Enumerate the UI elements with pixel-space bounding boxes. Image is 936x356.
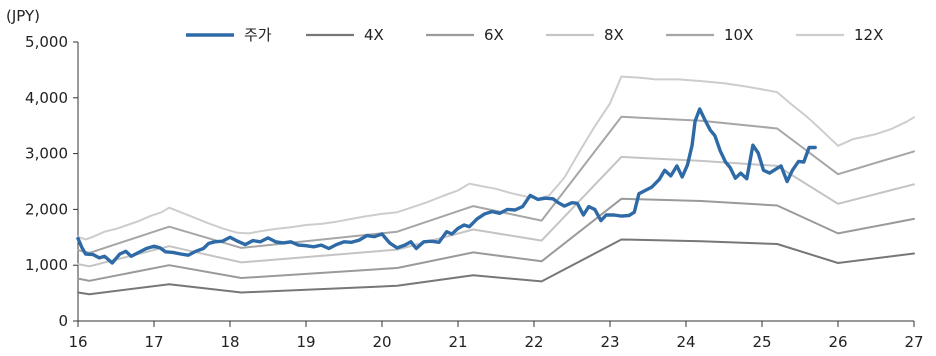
series-line-10x: [77, 115, 915, 254]
legend-entry: 8X: [546, 26, 624, 44]
legend-entry: 10X: [666, 26, 753, 44]
x-tick-label: 26: [828, 333, 847, 351]
y-tick-label: 5,000: [25, 33, 68, 51]
series-line-price: [76, 107, 817, 265]
series-line-8x: [77, 155, 915, 268]
series-layer: [76, 75, 915, 296]
y-tick-label: 0: [58, 312, 68, 330]
legend-entry: 주가: [186, 26, 272, 44]
series-line-6x: [77, 197, 915, 282]
x-tick-label: 16: [68, 333, 87, 351]
legend: 주가 4X 6X 8X 10X 12X: [186, 26, 883, 44]
axes: 0 1,000 2,000 3,000 4,000 5,000 16 17 18 19 20 21 22…: [25, 33, 924, 351]
y-tick-label: 3,000: [25, 145, 68, 163]
series-line-12x: [77, 75, 915, 241]
x-tick-label: 25: [752, 333, 771, 351]
series-line-4x: [77, 238, 915, 296]
legend-label: 10X: [724, 26, 753, 44]
x-tick-label: 23: [600, 333, 619, 351]
legend-label: 주가: [244, 26, 272, 44]
x-tick-label: 18: [220, 333, 239, 351]
x-tick-label: 22: [524, 333, 543, 351]
x-tick-label: 20: [372, 333, 391, 351]
legend-label: 12X: [854, 26, 883, 44]
x-tick-label: 24: [676, 333, 695, 351]
x-tick-label: 17: [144, 333, 163, 351]
y-tick-label: 1,000: [25, 256, 68, 274]
legend-entry: 4X: [306, 26, 384, 44]
x-tick-label: 19: [296, 333, 315, 351]
x-tick-label: 27: [904, 333, 923, 351]
y-unit-label: (JPY): [6, 7, 40, 25]
x-tick-label: 21: [448, 333, 467, 351]
legend-label: 6X: [484, 26, 504, 44]
y-tick-label: 4,000: [25, 89, 68, 107]
legend-label: 8X: [604, 26, 624, 44]
legend-label: 4X: [364, 26, 384, 44]
legend-entry: 6X: [426, 26, 504, 44]
y-tick-label: 2,000: [25, 200, 68, 218]
legend-entry: 12X: [796, 26, 883, 44]
